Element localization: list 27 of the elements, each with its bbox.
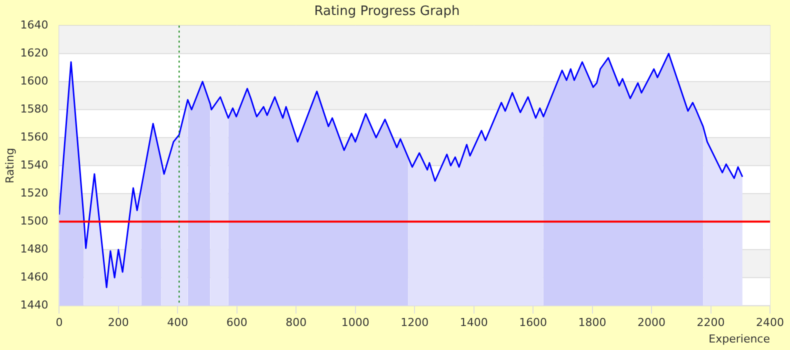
x-tick-label: 0 <box>56 316 63 330</box>
y-tick-label: 1460 <box>20 270 48 284</box>
x-tick-label: 400 <box>167 316 188 330</box>
y-tick-label: 1480 <box>20 242 48 256</box>
x-tick-label: 1800 <box>578 316 606 330</box>
y-tick-label: 1580 <box>20 102 48 116</box>
x-tick-label: 800 <box>286 316 307 330</box>
x-tick-label: 2200 <box>696 316 725 330</box>
y-tick-label: 1620 <box>20 46 48 60</box>
y-tick-label: 1500 <box>20 214 48 228</box>
x-tick-label: 1200 <box>400 316 429 330</box>
x-tick-label: 1400 <box>460 316 488 330</box>
x-tick-label: 2400 <box>756 316 784 330</box>
y-tick-label: 1540 <box>20 158 48 172</box>
x-tick-label: 1000 <box>341 316 370 330</box>
y-tick-label: 1560 <box>20 130 48 144</box>
x-axis-title: Experience <box>708 332 770 346</box>
y-tick-label: 1520 <box>20 186 48 200</box>
y-tick-label: 1440 <box>20 298 48 312</box>
y-tick-label: 1600 <box>20 74 48 88</box>
chart-title: Rating Progress Graph <box>314 4 460 20</box>
x-tick-label: 600 <box>226 316 248 330</box>
y-axis-title: Rating <box>3 148 16 184</box>
y-tick-label: 1640 <box>20 18 48 32</box>
x-tick-label: 2000 <box>638 316 666 330</box>
x-tick-label: 1600 <box>519 316 548 330</box>
x-tick-label: 200 <box>108 316 129 330</box>
